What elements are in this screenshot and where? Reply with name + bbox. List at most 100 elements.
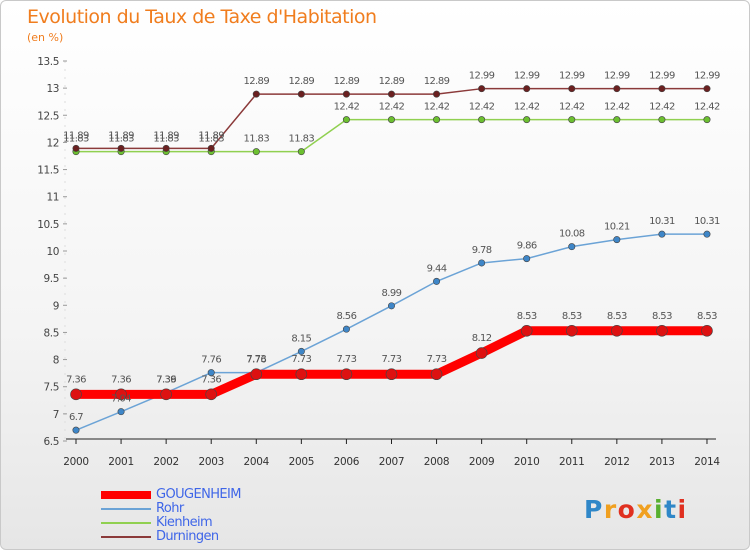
legend-swatch-gougenheim [101, 491, 151, 499]
logo-letter: t [664, 495, 677, 524]
data-label-rohr: 9.78 [472, 245, 492, 256]
y-tick-label: 10.5 [37, 219, 59, 231]
data-label-kienheim: 11.83 [289, 134, 315, 145]
data-label-gougenheim: 7.36 [66, 374, 86, 385]
y-tick-label: 13.5 [37, 56, 59, 68]
data-point-gougenheim [611, 324, 623, 337]
data-point-rohr [72, 426, 80, 434]
data-point-rohr [478, 259, 486, 267]
data-label-durningen: 11.89 [153, 130, 179, 141]
data-label-durningen: 12.99 [604, 71, 630, 82]
data-label-durningen: 11.89 [63, 130, 89, 141]
data-point-rohr [207, 369, 215, 377]
data-point-kienheim [342, 116, 350, 124]
data-label-kienheim: 12.42 [694, 102, 720, 113]
data-label-kienheim: 12.42 [514, 102, 540, 113]
data-label-gougenheim: 8.53 [517, 311, 537, 322]
chart-title: Evolution du Taux de Taxe d'Habitation [27, 6, 377, 28]
y-tick-label: 7 [53, 409, 59, 421]
data-point-gougenheim [115, 388, 127, 401]
legend-label-kienheim: Kienheim [156, 515, 213, 530]
data-label-gougenheim: 8.53 [652, 311, 672, 322]
x-tick-label: 2010 [514, 456, 540, 468]
data-label-durningen: 12.89 [424, 76, 450, 87]
data-label-kienheim: 12.42 [424, 102, 450, 113]
data-label-kienheim: 12.42 [469, 102, 495, 113]
x-tick-label: 2009 [469, 456, 495, 468]
data-label-durningen: 11.89 [108, 130, 134, 141]
data-point-durningen [568, 85, 576, 93]
x-tick-label: 2006 [334, 456, 360, 468]
x-tick-label: 2001 [108, 456, 134, 468]
data-label-gougenheim: 7.73 [246, 354, 266, 365]
data-label-rohr: 6.7 [69, 412, 83, 423]
data-label-kienheim: 11.83 [198, 134, 224, 145]
data-point-gougenheim [250, 368, 263, 381]
data-point-kienheim [478, 116, 486, 124]
data-label-kienheim: 11.83 [63, 134, 89, 145]
y-tick-label: 8 [53, 355, 59, 367]
y-tick-label: 10 [46, 246, 59, 258]
data-label-durningen: 12.99 [649, 71, 675, 82]
logo-letter: o [618, 495, 637, 524]
data-label-gougenheim: 8.53 [562, 311, 582, 322]
data-label-kienheim: 11.83 [153, 134, 179, 145]
data-point-gougenheim [520, 324, 533, 337]
data-label-kienheim: 12.42 [559, 102, 585, 113]
data-point-durningen [207, 144, 215, 152]
data-point-rohr [613, 236, 621, 244]
data-label-rohr: 9.86 [517, 241, 537, 252]
y-tick-label: 8.5 [44, 327, 60, 339]
data-point-gougenheim [385, 368, 398, 381]
y-tick-label: 9 [53, 300, 59, 312]
data-point-rohr [568, 243, 576, 251]
data-label-kienheim: 12.42 [649, 102, 675, 113]
logo-letter: i [678, 495, 688, 524]
data-point-gougenheim [430, 368, 443, 381]
data-label-rohr: 8.99 [382, 288, 402, 299]
data-label-durningen: 12.99 [514, 71, 540, 82]
data-point-rohr [387, 302, 395, 310]
data-point-durningen [613, 85, 621, 93]
data-point-durningen [387, 90, 395, 98]
data-point-durningen [117, 144, 125, 152]
legend-swatch-rohr [101, 508, 151, 510]
data-label-kienheim: 11.83 [243, 134, 269, 145]
data-point-durningen [433, 90, 441, 98]
data-point-rohr [433, 277, 441, 285]
data-label-rohr: 7.76 [201, 355, 221, 366]
data-label-rohr: 10.31 [649, 216, 675, 227]
x-tick-label: 2002 [153, 456, 179, 468]
x-tick-label: 2003 [198, 456, 224, 468]
x-tick-label: 2008 [424, 456, 450, 468]
data-label-gougenheim: 7.73 [336, 354, 356, 365]
data-label-gougenheim: 7.36 [111, 374, 131, 385]
data-point-durningen [478, 85, 486, 93]
data-point-kienheim [568, 116, 576, 124]
data-point-gougenheim [701, 324, 713, 337]
data-point-kienheim [613, 116, 621, 124]
x-tick-label: 2014 [694, 456, 720, 468]
data-point-durningen [72, 144, 80, 152]
data-point-gougenheim [565, 324, 578, 337]
y-tick-label: 9.5 [44, 273, 60, 285]
legend-label-durningen: Durningen [156, 529, 219, 544]
data-label-gougenheim: 7.73 [291, 354, 311, 365]
data-label-gougenheim: 7.73 [382, 354, 402, 365]
data-point-rohr [342, 325, 350, 333]
data-label-durningen: 12.89 [243, 76, 269, 87]
x-tick-label: 2005 [289, 456, 315, 468]
legend-label-rohr: Rohr [156, 501, 184, 516]
data-point-rohr [703, 230, 711, 238]
x-tick-label: 2012 [604, 456, 630, 468]
data-label-durningen: 11.89 [198, 130, 224, 141]
data-label-rohr: 10.31 [694, 216, 720, 227]
y-tick-label: 6.5 [44, 436, 60, 448]
data-point-gougenheim [70, 388, 82, 401]
data-point-kienheim [703, 116, 711, 124]
data-point-kienheim [523, 116, 531, 124]
data-point-gougenheim [656, 324, 668, 337]
data-point-kienheim [433, 116, 441, 124]
